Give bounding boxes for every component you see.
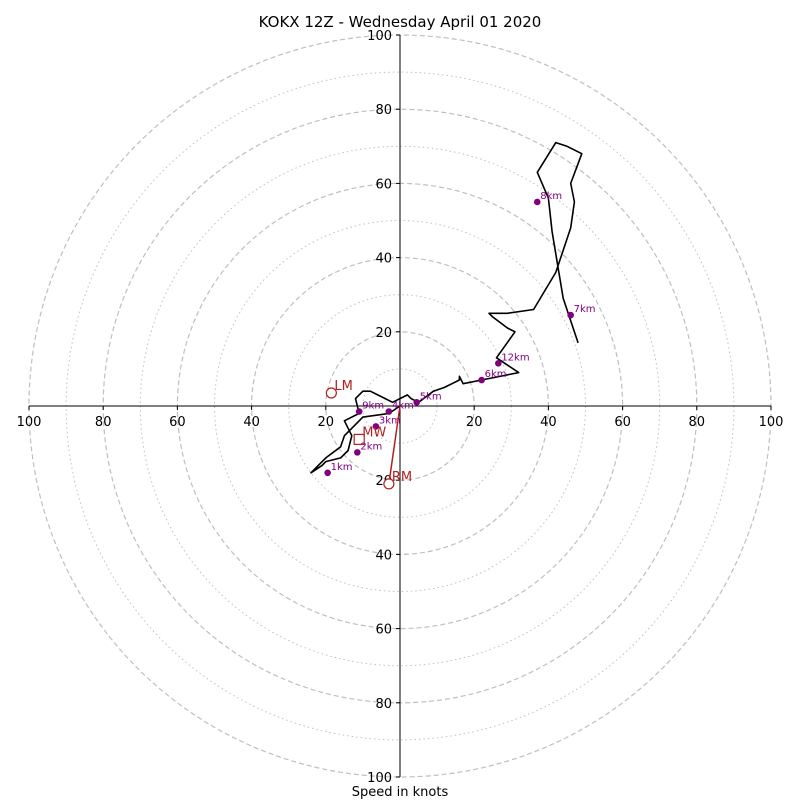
height-markers: 1km 2km 3km 4km 5km 6km 7km 8km 9km 12km [324, 191, 596, 477]
height-marker-8km [533, 198, 541, 206]
y-tick-label: 80 [375, 697, 392, 712]
y-tick-label: 60 [375, 177, 392, 192]
chart-title: KOKX 12Z - Wednesday April 01 2020 [259, 13, 542, 31]
hodograph-trace [310, 141, 583, 485]
height-marker-6km [478, 376, 485, 384]
x-axis-label: Speed in knots [352, 785, 449, 800]
x-tick-label: 20 [318, 415, 335, 430]
y-tick-label: 20 [375, 326, 392, 341]
storm-motion-markers: LM RM MW [325, 379, 412, 490]
motion-marker-LM [325, 387, 337, 399]
height-marker-3km [372, 423, 380, 430]
height-label-2km: 2km [360, 441, 382, 452]
height-marker-1km [324, 469, 331, 477]
hodograph-line [310, 141, 583, 474]
y-tick-label: 100 [367, 29, 392, 44]
x-tick-label: 100 [759, 415, 784, 430]
height-label-5km: 5km [420, 391, 442, 402]
y-tick-label: 100 [367, 771, 392, 786]
x-tick-label: 20 [466, 415, 483, 430]
y-tick-label: 80 [375, 103, 392, 118]
y-tick-label: 40 [375, 548, 392, 563]
height-label-4km: 4km [392, 401, 414, 412]
x-tick-label: 40 [540, 415, 557, 430]
y-tick-label: 40 [375, 252, 392, 267]
tick-labels: 1001008080606040402020202040406060808010… [17, 29, 784, 786]
motion-marker-MW [353, 433, 365, 445]
x-tick-label: 100 [17, 415, 42, 430]
motion-label-RM: RM [392, 470, 412, 485]
x-tick-label: 60 [169, 415, 186, 430]
height-marker-9km [355, 408, 363, 415]
x-tick-label: 80 [95, 415, 112, 430]
height-marker-12km [495, 360, 502, 367]
height-marker-7km [567, 311, 574, 319]
x-tick-label: 80 [689, 415, 706, 430]
height-marker-5km [413, 398, 420, 406]
height-marker-2km [354, 449, 361, 456]
height-label-12km: 12km [501, 352, 529, 363]
motion-label-LM: LM [334, 379, 352, 394]
height-label-3km: 3km [379, 415, 401, 426]
height-label-8km: 8km [540, 191, 562, 202]
x-tick-label: 60 [614, 415, 631, 430]
motion-label-MW: MW [362, 425, 386, 440]
height-marker-4km [385, 408, 393, 415]
height-label-1km: 1km [331, 462, 353, 473]
x-tick-label: 40 [243, 415, 260, 430]
y-tick-label: 60 [375, 623, 392, 638]
height-label-9km: 9km [362, 401, 384, 412]
storm-motion-vector [388, 405, 401, 485]
height-label-6km: 6km [485, 369, 507, 380]
motion-marker-RM [383, 478, 395, 490]
height-label-7km: 7km [574, 304, 596, 315]
